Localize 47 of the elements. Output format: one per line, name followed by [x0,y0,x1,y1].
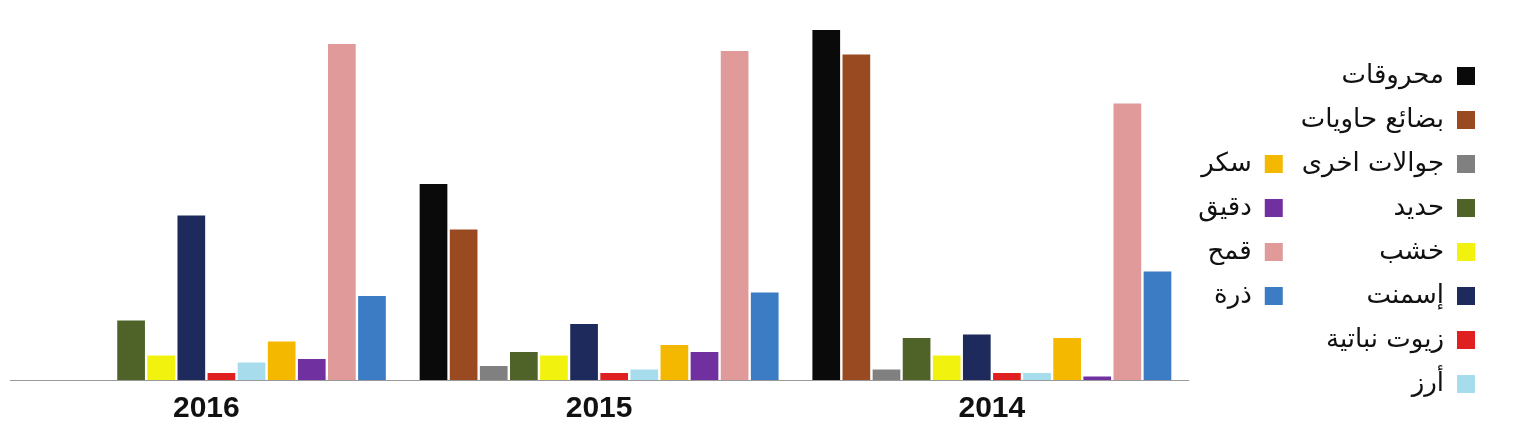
legend-label: إسمنت [1366,278,1444,310]
bar [570,324,598,380]
bar [720,51,749,380]
legend-label: محروقات [1341,58,1444,90]
bar [1023,373,1051,380]
x-tick-label: 2016 [173,390,240,424]
bar [993,373,1021,380]
legend-label: جوالات اخرى [1301,146,1444,178]
bar [358,296,386,380]
bar [962,334,991,380]
bar [328,44,356,380]
bar [237,362,266,380]
bar [812,30,841,380]
legend-label: بضائع حاويات [1300,102,1444,134]
bar [932,355,961,380]
legend-label: زيوت نباتية [1326,322,1444,354]
bar [419,184,448,380]
bar [117,320,145,380]
bar [902,338,931,380]
bar [509,352,538,380]
legend-label: سكر [1199,146,1252,178]
legend-label: قمح [1207,234,1252,266]
bar [147,355,176,380]
bar [750,292,779,380]
bar [660,345,689,380]
legend-label: حديد [1393,190,1444,221]
legend-label: ذرة [1214,278,1252,309]
bar [630,369,659,380]
bar [540,355,568,380]
legend-label: دقيق [1198,190,1252,222]
bar [842,54,871,380]
x-tick-label: 2015 [565,390,633,424]
bar [872,369,901,380]
bar [479,366,508,380]
legend-label: خشب [1379,234,1444,265]
bar [1143,271,1172,380]
bar [1053,338,1081,380]
bar [1113,103,1142,380]
bar [690,352,719,380]
bar [297,359,326,380]
bar [449,229,478,380]
x-tick-label: 2014 [958,390,1026,424]
bar [177,215,206,380]
bar [207,373,236,380]
bar [267,341,296,380]
bar [600,373,629,380]
legend-label: أرز [1409,363,1444,397]
